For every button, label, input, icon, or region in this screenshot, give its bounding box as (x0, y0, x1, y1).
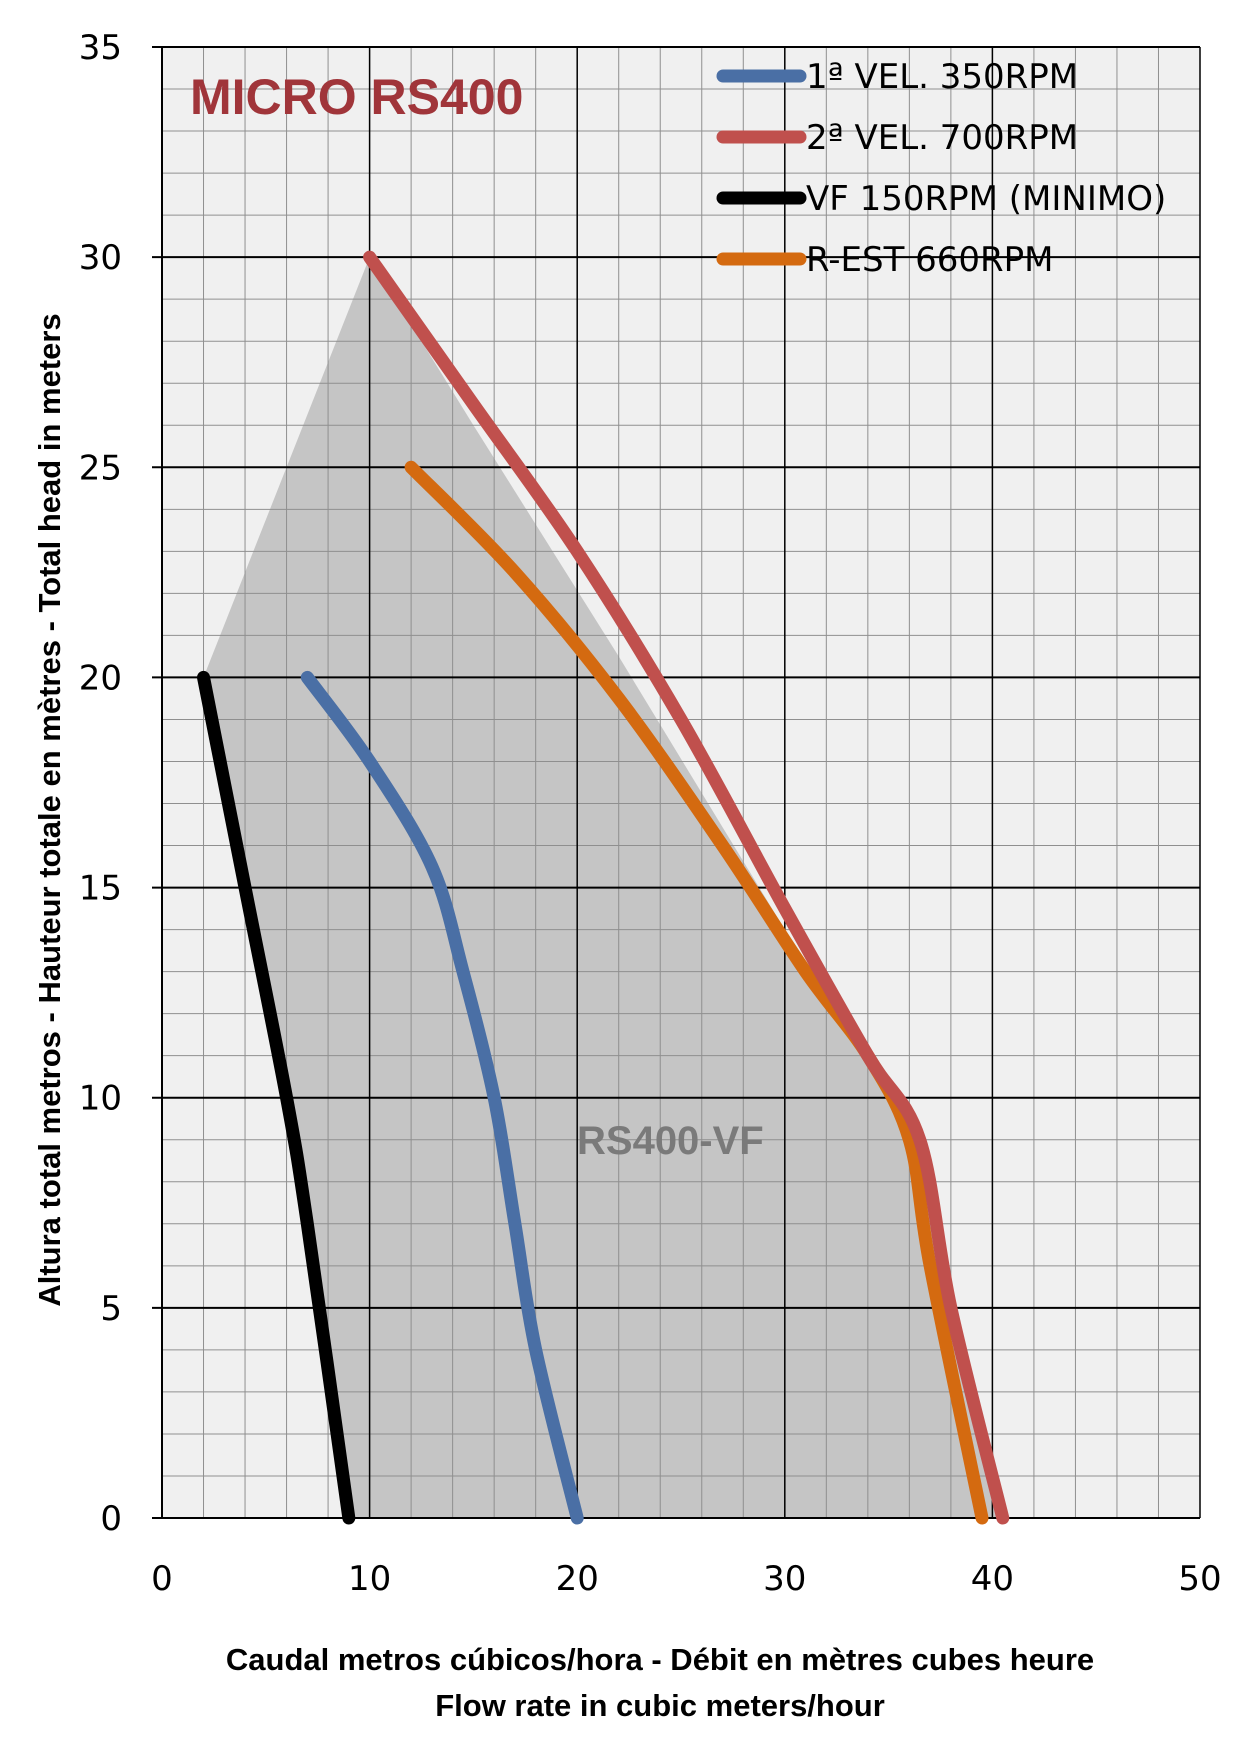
legend-label-1: 1ª VEL. 350RPM (806, 57, 1078, 97)
y-tick-label: 10 (79, 1079, 122, 1119)
series-line-2 (363, 250, 1010, 1525)
y-tick-label: 20 (79, 658, 122, 698)
legend-label-4: R-EST 660RPM (806, 240, 1054, 280)
legend-label-3: VF 150RPM (MINIMO) (806, 179, 1166, 219)
y-tick-label: 25 (79, 448, 122, 488)
tick-labels: 0 10 20 30 40 50 0 5 10 15 20 25 30 35 (79, 28, 1222, 1599)
series-layer (197, 250, 1010, 1525)
x-tick-label: 30 (763, 1559, 806, 1599)
major-grid (152, 46, 1201, 1519)
y-tick-label: 0 (100, 1499, 122, 1539)
region-annotation: RS400-VF (577, 1119, 764, 1163)
y-tick-label: 35 (79, 28, 122, 68)
series-line-3 (197, 670, 356, 1525)
series-line-1 (300, 670, 584, 1525)
x-tick-label: 50 (1178, 1559, 1221, 1599)
x-tick-label: 0 (151, 1559, 173, 1599)
x-tick-label: 10 (348, 1559, 391, 1599)
x-tick-label: 20 (556, 1559, 599, 1599)
x-axis-label-line2: Flow rate in cubic meters/hour (435, 1688, 885, 1723)
x-tick-label: 40 (971, 1559, 1014, 1599)
chart-title: MICRO RS400 (190, 69, 523, 125)
legend-label-2: 2ª VEL. 700RPM (806, 118, 1078, 158)
y-tick-label: 30 (79, 238, 122, 278)
legend: 1ª VEL. 350RPM 2ª VEL. 700RPM VF 150RPM (M… (716, 57, 1166, 280)
y-tick-label: 5 (100, 1289, 122, 1329)
y-tick-label: 15 (79, 869, 122, 909)
x-axis-label-line1: Caudal metros cúbicos/hora - Débit en mè… (226, 1642, 1094, 1677)
series-line-4 (404, 460, 989, 1525)
y-axis-label: Altura total metros - Hauteur totale en … (32, 313, 67, 1306)
